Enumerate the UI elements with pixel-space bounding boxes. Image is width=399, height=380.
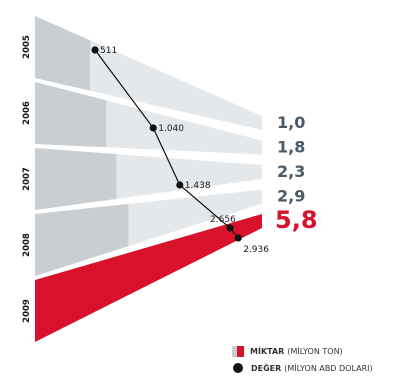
- legend-dot-swatch: [233, 363, 243, 373]
- legend-value-unit: (MİLYON ABD DOLARI): [284, 363, 373, 373]
- value-label: 2.936: [243, 245, 269, 255]
- quantity-labels: 1,0 1,8 2,3 2,95,8: [275, 113, 318, 234]
- legend-item-quantity: MİKTAR (MİLYON TON): [232, 344, 373, 358]
- legend-value-title: DEĞER: [251, 363, 282, 373]
- quantity-bands: [35, 16, 262, 342]
- quantity-label: 5,8: [275, 206, 318, 234]
- quantity-label: 1,0: [277, 113, 305, 132]
- quantity-label: 2,9: [277, 187, 305, 206]
- value-label: 1.040: [158, 124, 184, 134]
- year-label: 2007: [22, 167, 32, 191]
- value-point: [176, 181, 184, 189]
- year-strip: [16, 280, 35, 342]
- year-label: 2009: [22, 299, 32, 323]
- value-point: [91, 46, 99, 54]
- value-point: [226, 224, 234, 232]
- value-label: 2.656: [210, 215, 236, 225]
- quantity-bar: [35, 203, 129, 276]
- year-labels: 2005 2006 2007 2008 2009: [16, 16, 35, 342]
- year-strip: [16, 214, 35, 276]
- quantity-band: [35, 16, 262, 130]
- legend-quantity-unit: (MİLYON TON): [287, 346, 343, 356]
- value-label: 511: [100, 46, 117, 56]
- legend: MİKTAR (MİLYON TON) DEĞER (MİLYON ABD DO…: [232, 344, 373, 378]
- legend-item-value: DEĞER (MİLYON ABD DOLARI): [232, 361, 373, 375]
- quantity-label: 2,3: [277, 162, 305, 181]
- legend-quantity-title: MİKTAR: [250, 346, 285, 356]
- year-strip: [16, 16, 35, 78]
- quantity-bar: [35, 82, 107, 148]
- year-strip: [16, 148, 35, 210]
- value-point: [149, 124, 157, 132]
- quantity-band: [35, 214, 262, 342]
- quantity-bar: [35, 16, 91, 91]
- value-point: [234, 234, 242, 242]
- year-strip: [16, 82, 35, 144]
- quantity-label: 1,8: [277, 138, 305, 157]
- quantity-bar: [35, 148, 117, 210]
- year-label: 2006: [22, 101, 32, 125]
- value-points: 511 1.040 1.438 2.656 2.936: [91, 46, 269, 255]
- year-label: 2008: [22, 233, 32, 257]
- value-label: 1.438: [185, 181, 211, 191]
- year-label: 2005: [22, 35, 32, 59]
- legend-bar-swatch: [232, 345, 244, 357]
